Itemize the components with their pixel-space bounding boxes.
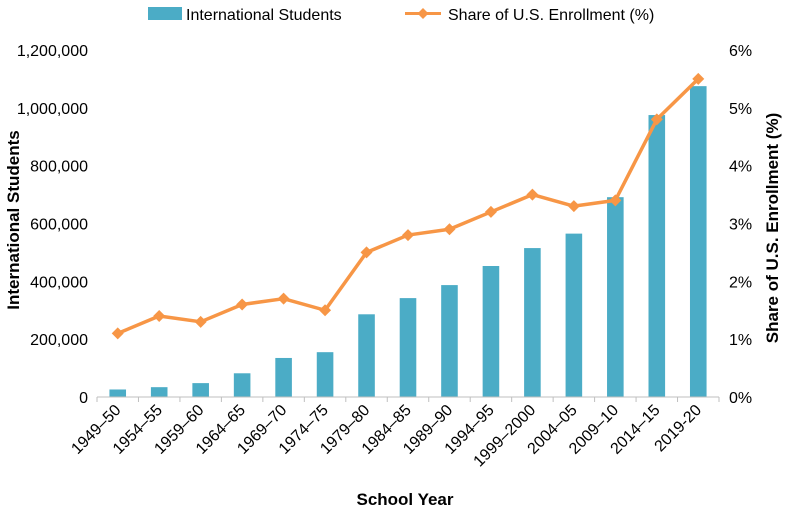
y-tick-label-left: 1,000,000 bbox=[17, 101, 88, 118]
y-tick-label-right: 4% bbox=[729, 159, 752, 176]
y-tick-label-left: 400,000 bbox=[30, 274, 88, 291]
share-marker bbox=[526, 188, 539, 201]
y-tick-label-right: 3% bbox=[729, 217, 752, 234]
bar bbox=[441, 285, 458, 397]
legend-swatch-international-students bbox=[148, 7, 182, 20]
bar bbox=[150, 387, 168, 397]
share-marker bbox=[692, 72, 705, 85]
bar bbox=[399, 298, 417, 397]
share-marker bbox=[443, 223, 456, 236]
line-series bbox=[111, 72, 705, 340]
bar bbox=[275, 357, 292, 397]
legend-label-share: Share of U.S. Enrollment (%) bbox=[448, 7, 654, 24]
bar bbox=[109, 389, 127, 397]
x-tick-label: 2019-20 bbox=[652, 402, 706, 456]
share-marker bbox=[609, 194, 622, 207]
bar bbox=[648, 115, 666, 397]
x-axis bbox=[96, 396, 720, 402]
legend-label-international-students: International Students bbox=[186, 7, 342, 24]
share-marker bbox=[111, 327, 124, 340]
y-tick-label-left: 800,000 bbox=[30, 159, 88, 176]
y-tick-label-left: 1,200,000 bbox=[17, 43, 88, 60]
y-tick-label-right: 6% bbox=[729, 43, 752, 60]
y-axis-right: 0% 1% 2% 3% 4% 5% 6% bbox=[729, 43, 752, 407]
bar bbox=[316, 352, 334, 397]
bar bbox=[607, 197, 624, 397]
share-marker bbox=[650, 113, 663, 126]
y-tick-label-left: 0 bbox=[79, 390, 88, 407]
legend: International Students Share of U.S. Enr… bbox=[148, 7, 654, 24]
y-tick-label-right: 0% bbox=[729, 390, 752, 407]
y-axis-left-title: International Students bbox=[4, 130, 23, 309]
x-tick-labels: 1949–501954–551959–601964–651969–701974–… bbox=[68, 402, 705, 471]
y-axis-left: 0 200,000 400,000 600,000 800,000 1,000,000 1,… bbox=[17, 43, 88, 407]
share-marker bbox=[236, 298, 249, 311]
bar bbox=[192, 383, 209, 397]
bar-series bbox=[109, 86, 707, 397]
share-marker bbox=[360, 246, 373, 259]
bar bbox=[233, 373, 251, 397]
bar bbox=[482, 266, 500, 397]
share-marker bbox=[319, 304, 332, 317]
x-axis-title: School Year bbox=[356, 490, 453, 509]
bar bbox=[565, 233, 583, 397]
bar bbox=[358, 314, 375, 397]
bar bbox=[524, 248, 541, 397]
y-axis-right-title: Share of U.S. Enrollment (%) bbox=[763, 113, 782, 343]
y-tick-label-right: 1% bbox=[729, 332, 752, 349]
share-marker bbox=[153, 310, 166, 323]
share-marker bbox=[277, 292, 290, 305]
y-tick-label-right: 5% bbox=[729, 101, 752, 118]
y-tick-label-right: 2% bbox=[729, 274, 752, 291]
share-marker bbox=[194, 315, 207, 328]
share-marker bbox=[567, 200, 580, 213]
share-marker bbox=[484, 205, 497, 218]
y-tick-label-left: 600,000 bbox=[30, 217, 88, 234]
legend-marker-share bbox=[417, 8, 429, 19]
share-marker bbox=[402, 229, 414, 242]
y-tick-label-left: 200,000 bbox=[30, 332, 88, 349]
bar bbox=[689, 86, 707, 397]
